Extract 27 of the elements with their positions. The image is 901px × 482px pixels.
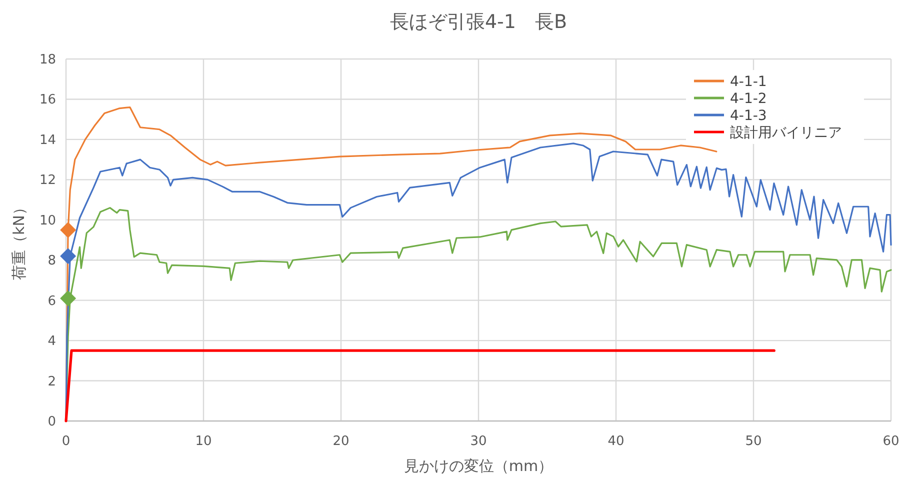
x-tick-label: 30 <box>470 434 487 449</box>
chart-title: 長ほぞ引張4-1 長B <box>390 11 568 33</box>
legend-label: 4-1-1 <box>730 74 767 90</box>
y-tick-label: 8 <box>48 254 56 269</box>
y-tick-label: 4 <box>48 334 56 350</box>
legend-label: 4-1-3 <box>730 108 767 124</box>
x-tick-label: 10 <box>195 434 212 449</box>
y-tick-label: 14 <box>39 132 56 148</box>
x-tick-label: 40 <box>608 434 624 449</box>
x-tick-label: 0 <box>62 434 70 449</box>
x-tick-label: 20 <box>332 434 350 449</box>
legend-label: 設計用バイリニア <box>730 125 842 141</box>
point <box>60 248 76 264</box>
x-axis-title: 見かけの変位（mm） <box>404 457 554 475</box>
y-tick-label: 12 <box>39 173 56 188</box>
y-axis-title: 荷重（kN） <box>10 200 28 280</box>
y-tick-label: 0 <box>48 414 56 430</box>
y-tick-label: 16 <box>39 92 56 108</box>
x-tick-label: 60 <box>882 434 900 449</box>
point <box>60 290 76 306</box>
legend-label: 4-1-2 <box>730 91 767 107</box>
y-tick-label: 18 <box>39 52 56 68</box>
point <box>60 222 76 238</box>
y-tick-label: 6 <box>48 294 56 309</box>
y-tick-label: 2 <box>48 374 56 390</box>
y-tick-label: 10 <box>39 213 56 228</box>
x-tick-label: 50 <box>745 434 762 449</box>
